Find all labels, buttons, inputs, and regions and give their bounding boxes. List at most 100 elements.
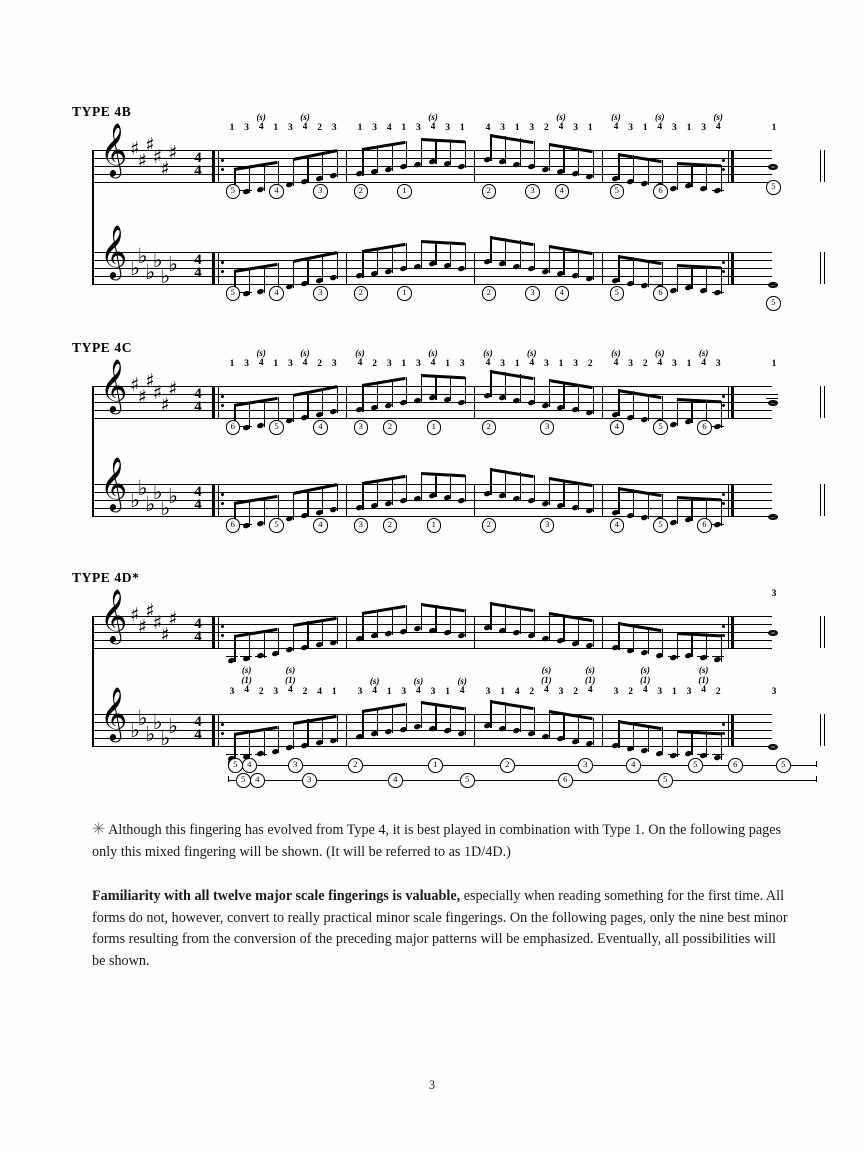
fingering-number: 1 [771, 359, 777, 369]
finger-digit: 4 [357, 358, 363, 368]
finger-digit: 3 [613, 687, 619, 697]
note-stem [362, 482, 364, 510]
note-stem [633, 257, 635, 285]
position-marker: 6 [225, 420, 240, 435]
note-stem [362, 612, 364, 640]
fingering-number: (s) (1) 4 [537, 665, 555, 695]
time-signature-denominator: 4 [194, 399, 202, 415]
fingering-number: 3 [409, 359, 427, 369]
flat-icon: ♭ [130, 256, 140, 280]
note-stem [450, 607, 452, 635]
flat-icon: ♭ [160, 264, 171, 288]
fingering-number: (s) 4 [709, 112, 727, 132]
whole-note [768, 514, 778, 521]
position-marker: 4 [313, 518, 328, 533]
fingering-number: 2 [709, 687, 727, 697]
fingering-number: (s) 4 [252, 112, 270, 132]
fingering-number: 3 [439, 123, 457, 133]
note-stem [676, 264, 678, 292]
note-stem [691, 265, 693, 290]
whole-note [768, 744, 778, 751]
note-stem [563, 479, 565, 508]
flat-icon: ♭ [145, 260, 156, 284]
note-stem [490, 700, 492, 728]
note-stem [292, 492, 294, 520]
treble-clef-icon: 𝄞 [100, 588, 128, 642]
position-marker: 5 [460, 773, 475, 788]
fingering-number: 3 [479, 687, 497, 697]
finger-digit: 3 [558, 687, 564, 697]
beam [420, 700, 465, 711]
slide-mark: (s) [483, 348, 493, 358]
note-stem [406, 474, 408, 503]
finger-digit: 1 [357, 123, 363, 133]
thumb-mark: (1) [241, 675, 252, 685]
position-marker: 1 [397, 286, 412, 301]
note-stem [563, 381, 565, 410]
finger-digit: 3 [628, 359, 633, 369]
group-tick [816, 776, 817, 782]
system-bracket [92, 616, 94, 746]
finger-digit: 2 [529, 687, 535, 697]
repeat-dots [722, 493, 726, 511]
ledger-line [711, 426, 724, 427]
finger-digit: 2 [628, 687, 633, 697]
thumb-mark: (1) [698, 675, 709, 685]
note-stem [406, 140, 408, 169]
note-stem [249, 267, 251, 296]
note-stem [490, 602, 492, 630]
repeat-dots [722, 625, 726, 643]
note-stem [336, 251, 338, 280]
final-barline [823, 150, 825, 182]
note-stem [263, 163, 265, 191]
finger-digit: 3 [416, 359, 421, 369]
note-stem [618, 486, 620, 515]
fingering-number: 2 [567, 687, 585, 697]
note-stem [292, 623, 294, 652]
note-stem [720, 634, 722, 662]
music-system-4c: 𝄞 𝄞 ♯ ♯ ♯ ♯ ♯ ♯ ♭ ♭ ♭ ♭ ♭ ♭ 4 4 4 4 1 3 (s) 4 1 3 (s) 4 2 3 6 5 4 6 5 4 (s… [92, 348, 825, 546]
finger-digit: 4 [715, 122, 721, 132]
flat-icon: ♭ [152, 248, 163, 272]
slide-mark: (s) [256, 112, 266, 122]
finger-digit: 1 [672, 687, 677, 697]
note-stem [450, 705, 452, 733]
note-stem [322, 486, 324, 515]
sharp-icon: ♯ [137, 386, 147, 408]
finger-digit: 1 [273, 123, 279, 133]
note-stem [234, 270, 236, 298]
ledger-line [225, 656, 238, 657]
treble-clef-icon: 𝄞 [100, 456, 128, 510]
note-stem [307, 391, 309, 420]
fingering-number: 3 [223, 687, 241, 697]
finger-digit: 3 [229, 687, 235, 697]
flat-icon: ♭ [168, 252, 178, 276]
sharp-icon: ♯ [160, 158, 170, 180]
position-marker: 5 [228, 758, 243, 773]
slide-mark: (s) [285, 665, 296, 675]
repeat-start-barline [212, 616, 216, 648]
note-stem [278, 262, 280, 291]
note-stem [292, 260, 294, 288]
note-stem [505, 470, 507, 498]
note-stem [662, 396, 664, 424]
repeat-dots [220, 159, 225, 177]
note-stem [336, 385, 338, 414]
finger-digit: 1 [401, 359, 407, 369]
note-stem [578, 384, 580, 412]
finger-digit: 4 [701, 358, 706, 368]
fingering-number: 3 [709, 359, 727, 369]
position-marker: 4 [242, 758, 257, 773]
note-stem [391, 143, 393, 171]
fingering-number: (s) 4 [351, 348, 369, 368]
fingering-number: 4 [508, 687, 526, 697]
note-stem [377, 708, 379, 736]
note-stem [278, 494, 280, 523]
ledger-line [240, 524, 253, 525]
fingering-number: (s) 4 [651, 348, 669, 368]
fingering-number: 3 [665, 123, 683, 133]
beam [362, 605, 407, 616]
note-stem [563, 145, 565, 174]
note-stem [534, 609, 536, 637]
